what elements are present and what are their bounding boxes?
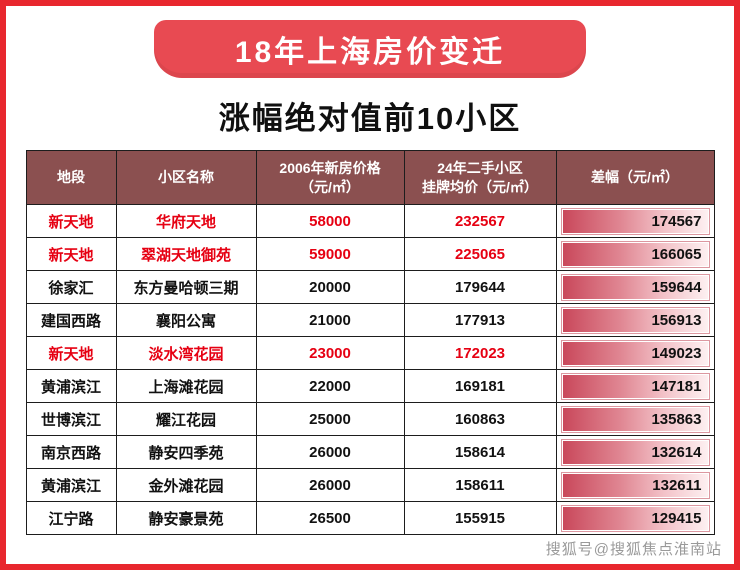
watermark: 搜狐号@搜狐焦点淮南站 — [545, 541, 722, 558]
cell-district: 新天地 — [25, 336, 117, 370]
diff-bar: 174567 — [560, 207, 710, 235]
cell-community: 襄阳公寓 — [115, 303, 257, 337]
cell-community: 耀江花园 — [115, 402, 257, 436]
cell-diff: 159644 — [555, 270, 715, 304]
diff-value: 132614 — [651, 443, 702, 461]
diff-value: 159644 — [651, 278, 702, 296]
diff-value: 156913 — [651, 311, 702, 329]
diff-bar: 166065 — [560, 240, 710, 268]
cell-community: 静安豪景苑 — [115, 501, 257, 535]
column-header-district: 地段 — [25, 150, 117, 205]
table-row: 新天地 翠湖天地御苑 59000 225065 166065 — [25, 237, 715, 271]
diff-bar: 147181 — [560, 372, 710, 400]
cell-diff: 156913 — [555, 303, 715, 337]
diff-bar: 156913 — [560, 306, 710, 334]
cell-diff: 174567 — [555, 204, 715, 238]
cell-community: 金外滩花园 — [115, 468, 257, 502]
column-header-diff: 差幅（元/㎡） — [555, 150, 715, 205]
table-row: 黄浦滨江 上海滩花园 22000 169181 147181 — [25, 369, 715, 403]
diff-bar: 132614 — [560, 438, 710, 466]
diff-bar: 159644 — [560, 273, 710, 301]
cell-community: 静安四季苑 — [115, 435, 257, 469]
cell-price-2024: 158611 — [403, 468, 557, 502]
cell-price-2024: 172023 — [403, 336, 557, 370]
cell-price-2006: 26000 — [255, 435, 405, 469]
cell-district: 南京西路 — [25, 435, 117, 469]
cell-price-2024: 225065 — [403, 237, 557, 271]
cell-district: 新天地 — [25, 204, 117, 238]
cell-district: 徐家汇 — [25, 270, 117, 304]
diff-value: 166065 — [651, 245, 702, 263]
cell-price-2006: 21000 — [255, 303, 405, 337]
column-header-community: 小区名称 — [115, 150, 257, 205]
cell-price-2006: 59000 — [255, 237, 405, 271]
cell-price-2024: 232567 — [403, 204, 557, 238]
cell-price-2006: 23000 — [255, 336, 405, 370]
cell-diff: 132614 — [555, 435, 715, 469]
banner-title: 18年上海房价变迁 — [234, 36, 506, 69]
diff-value: 135863 — [651, 410, 702, 428]
price-table: 地段 小区名称 2006年新房价格 （元/㎡） 24年二手小区 挂牌均价（元/㎡） … — [25, 150, 715, 535]
cell-diff: 147181 — [555, 369, 715, 403]
diff-bar: 132611 — [560, 471, 710, 499]
table-row: 建国西路 襄阳公寓 21000 177913 156913 — [25, 303, 715, 337]
cell-community: 东方曼哈顿三期 — [115, 270, 257, 304]
column-header-price-2006: 2006年新房价格 （元/㎡） — [255, 150, 405, 205]
diff-value: 149023 — [651, 344, 702, 362]
diff-value: 129415 — [651, 509, 702, 527]
cell-price-2024: 177913 — [403, 303, 557, 337]
cell-price-2024: 169181 — [403, 369, 557, 403]
table-row: 世博滨江 耀江花园 25000 160863 135863 — [25, 402, 715, 436]
cell-district: 黄浦滨江 — [25, 369, 117, 403]
table-row: 新天地 华府天地 58000 232567 174567 — [25, 204, 715, 238]
table-row: 南京西路 静安四季苑 26000 158614 132614 — [25, 435, 715, 469]
page-title: 涨幅绝对值前10小区 — [218, 101, 522, 136]
table-row: 江宁路 静安豪景苑 26500 155915 129415 — [25, 501, 715, 535]
diff-value: 147181 — [651, 377, 702, 395]
cell-price-2006: 26000 — [255, 468, 405, 502]
cell-district: 黄浦滨江 — [25, 468, 117, 502]
cell-community: 翠湖天地御苑 — [115, 237, 257, 271]
column-header-price-2024: 24年二手小区 挂牌均价（元/㎡） — [403, 150, 557, 205]
diff-bar: 149023 — [560, 339, 710, 367]
cell-diff: 132611 — [555, 468, 715, 502]
title-banner: 18年上海房价变迁 — [154, 20, 586, 78]
diff-value: 132611 — [652, 476, 702, 494]
cell-price-2024: 158614 — [403, 435, 557, 469]
table-row: 徐家汇 东方曼哈顿三期 20000 179644 159644 — [25, 270, 715, 304]
cell-district: 建国西路 — [25, 303, 117, 337]
cell-price-2006: 20000 — [255, 270, 405, 304]
cell-district: 江宁路 — [25, 501, 117, 535]
table-row: 黄浦滨江 金外滩花园 26000 158611 132611 — [25, 468, 715, 502]
cell-price-2024: 179644 — [403, 270, 557, 304]
cell-diff: 149023 — [555, 336, 715, 370]
cell-diff: 129415 — [555, 501, 715, 535]
table-row: 新天地 淡水湾花园 23000 172023 149023 — [25, 336, 715, 370]
table-header-row: 地段 小区名称 2006年新房价格 （元/㎡） 24年二手小区 挂牌均价（元/㎡） … — [25, 150, 715, 205]
diff-bar: 135863 — [560, 405, 710, 433]
cell-price-2024: 155915 — [403, 501, 557, 535]
cell-district: 新天地 — [25, 237, 117, 271]
diff-bar: 129415 — [560, 504, 710, 532]
cell-diff: 135863 — [555, 402, 715, 436]
cell-price-2006: 22000 — [255, 369, 405, 403]
cell-price-2024: 160863 — [403, 402, 557, 436]
cell-district: 世博滨江 — [25, 402, 117, 436]
cell-price-2006: 26500 — [255, 501, 405, 535]
cell-price-2006: 58000 — [255, 204, 405, 238]
cell-community: 淡水湾花园 — [115, 336, 257, 370]
cell-community: 上海滩花园 — [115, 369, 257, 403]
cell-diff: 166065 — [555, 237, 715, 271]
diff-value: 174567 — [651, 212, 702, 230]
cell-price-2006: 25000 — [255, 402, 405, 436]
cell-community: 华府天地 — [115, 204, 257, 238]
